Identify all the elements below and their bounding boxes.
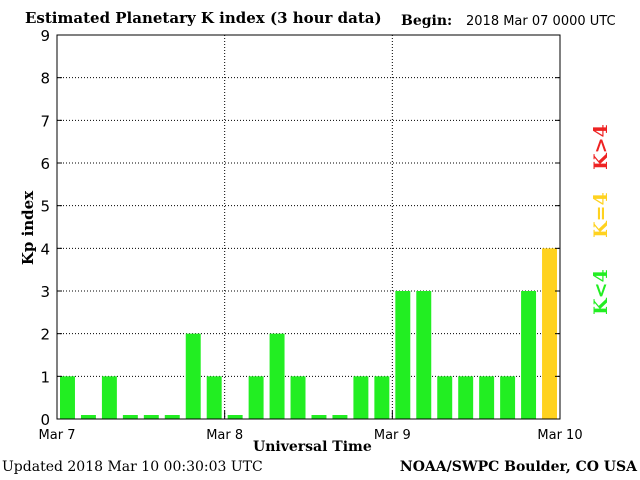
kp-bar xyxy=(269,333,285,419)
y-tick-label: 1 xyxy=(40,368,50,386)
x-tick-label: Mar 7 xyxy=(39,428,76,443)
kp-bar xyxy=(521,291,537,419)
kp-bar xyxy=(542,248,557,419)
y-tick-label: 2 xyxy=(40,326,50,344)
kp-bar xyxy=(80,415,96,419)
kp-bar xyxy=(143,415,159,419)
y-axis-label: Kp index xyxy=(19,190,37,266)
y-tick-label: 7 xyxy=(40,112,50,130)
y-tick-label: 6 xyxy=(40,155,50,173)
y-tick-label: 0 xyxy=(40,411,50,429)
begin-value: 2018 Mar 07 0000 UTC xyxy=(466,14,616,29)
kp-bar xyxy=(416,291,432,419)
kp-bar xyxy=(290,376,306,419)
kp-bar xyxy=(60,376,75,419)
x-tick-label: Mar 10 xyxy=(537,428,582,443)
y-tick-label: 3 xyxy=(40,283,50,301)
chart-title: Estimated Planetary K index (3 hour data… xyxy=(25,9,382,27)
kp-bar xyxy=(458,376,474,419)
x-axis-label: Universal Time xyxy=(253,439,372,455)
y-tick-label: 4 xyxy=(40,240,50,258)
kp-bar xyxy=(122,415,138,419)
kp-bar xyxy=(206,376,222,419)
kp-bar xyxy=(248,376,264,419)
chart-bars xyxy=(60,248,557,419)
kp-bar xyxy=(395,291,411,419)
kp-bar xyxy=(500,376,516,419)
kp-bar xyxy=(227,415,243,419)
kp-bar xyxy=(311,415,327,419)
kp-bar xyxy=(437,376,453,419)
kp-bar xyxy=(479,376,495,419)
credit-text: NOAA/SWPC Boulder, CO USA xyxy=(399,459,637,475)
plot-frame xyxy=(56,34,561,420)
y-tick-label: 8 xyxy=(40,70,50,88)
kp-bar xyxy=(353,376,369,419)
legend-k-below-4: K<4 xyxy=(590,269,612,315)
legend-k-above-4: K>4 xyxy=(590,124,612,170)
kp-bar xyxy=(101,376,117,419)
begin-label: Begin: xyxy=(401,13,453,29)
kp-bar xyxy=(164,415,180,419)
y-tick-label: 9 xyxy=(40,27,50,45)
legend-k-equal-4: K=4 xyxy=(590,192,612,238)
updated-timestamp: Updated 2018 Mar 10 00:30:03 UTC xyxy=(2,459,263,475)
x-tick-label: Mar 9 xyxy=(374,428,411,443)
chart-ticks: 0 1 2 3 4 5 6 7 8 9 Mar 7 Mar 8 Mar 9 Mar 10 xyxy=(39,27,583,443)
chart-grid xyxy=(57,35,560,419)
x-tick-label: Mar 8 xyxy=(206,428,243,443)
y-tick-label: 5 xyxy=(40,198,50,216)
kp-bar xyxy=(332,415,348,419)
kp-bar xyxy=(185,333,201,419)
kp-bar xyxy=(374,376,390,419)
